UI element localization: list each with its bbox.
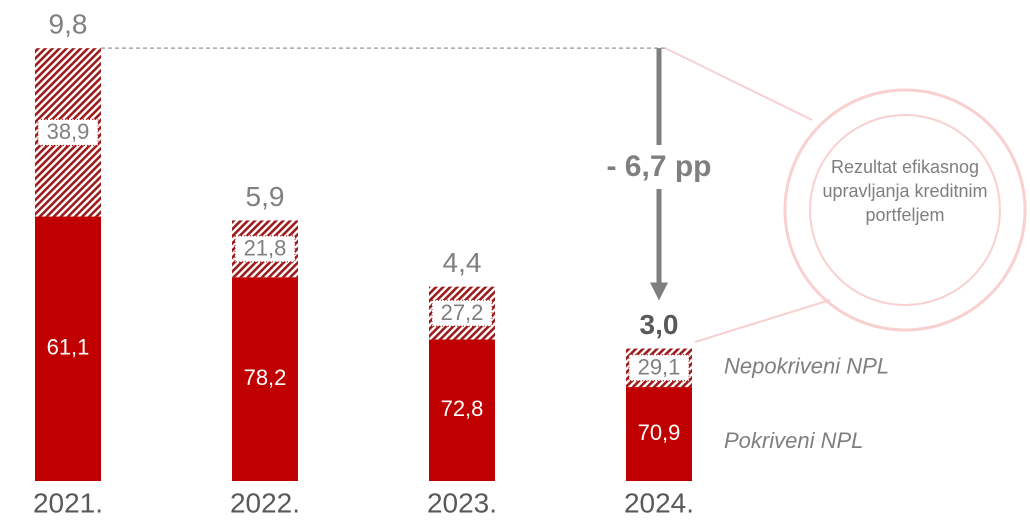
total-label: 3,0 [640, 309, 679, 340]
segment-label: 61,1 [47, 335, 90, 360]
segment-label: 38,9 [47, 119, 90, 144]
arrow-head [650, 282, 668, 301]
label-bg [431, 299, 493, 327]
total-label: 9,8 [49, 9, 88, 40]
annotation-bg [589, 145, 729, 189]
legend-label: Pokriveni NPL [724, 428, 863, 453]
label-bg [234, 235, 296, 263]
callout-text: Rezultat efikasnog [831, 157, 979, 177]
callout-text: upravljanja kreditnim [822, 181, 987, 201]
callout-decoration [664, 47, 1027, 343]
total-label: 4,4 [443, 247, 482, 278]
x-tick-label: 2024. [624, 487, 694, 518]
x-tick-label: 2022. [230, 487, 300, 518]
x-tick-label: 2021. [33, 487, 103, 518]
bar-segment [626, 387, 692, 481]
legend-label: Nepokriveni NPL [724, 354, 889, 379]
segment-label: 72,8 [441, 396, 484, 421]
x-tick-label: 2023. [427, 487, 497, 518]
bar-segment [232, 277, 298, 481]
bar-segment [429, 339, 495, 481]
label-bg [628, 354, 690, 382]
segment-label: 21,8 [244, 236, 287, 261]
bar-segment [35, 216, 101, 482]
segment-label: 29,1 [638, 355, 681, 380]
segment-label: 70,9 [638, 420, 681, 445]
label-bg [37, 118, 99, 146]
total-label: 5,9 [246, 181, 285, 212]
segment-label: 78,2 [244, 365, 287, 390]
callout-text: portfeljem [865, 205, 944, 225]
segment-label: 27,2 [441, 300, 484, 325]
annotation: - 6,7 pp [606, 150, 711, 183]
